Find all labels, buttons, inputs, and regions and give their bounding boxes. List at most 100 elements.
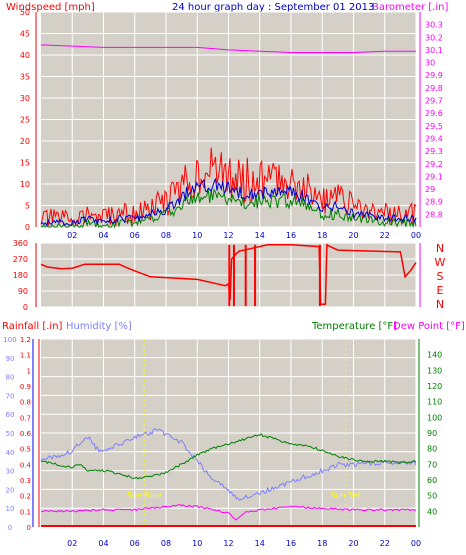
humidity-tick-label: 50: [6, 430, 15, 438]
x-tick-label: 12: [223, 231, 233, 240]
barometer-line: [40, 44, 416, 53]
rainfall-tick-label: 0: [27, 524, 31, 532]
x-tick-label: 02: [67, 539, 77, 548]
temperature-tick-label: 80: [427, 445, 437, 454]
rainfall-tick-label: 1.2: [20, 336, 31, 344]
rainfall-tick-label: 0.4: [20, 461, 32, 469]
x-tick-label: 18: [317, 231, 327, 240]
temperature-tick-label: 50: [427, 492, 437, 501]
barometer-tick-label: 29.4: [425, 134, 443, 143]
x-tick-label: 16: [286, 539, 296, 548]
barometer-tick-label: 30.1: [425, 46, 443, 55]
barometer-tick-label: 29.8: [425, 84, 443, 93]
x-tick-label: 16: [286, 231, 296, 240]
windspeed-tick-label: 5: [25, 202, 30, 211]
x-tick-label: 18: [317, 539, 327, 548]
humidity-tick-label: 90: [6, 355, 15, 363]
rainfall-tick-label: 0.7: [20, 414, 31, 422]
windspeed-tick-label: 45: [20, 30, 30, 39]
x-tick-label: 10: [192, 539, 202, 548]
direction-tick-label: 360: [13, 239, 28, 248]
windspeed-tick-label: 25: [20, 116, 30, 125]
x-tick-label: 04: [98, 539, 108, 548]
x-tick-label: 14: [255, 231, 265, 240]
x-tick-label: 04: [98, 231, 108, 240]
wind-direction-line: [40, 243, 417, 306]
temperature-ticks: 40 50 60 70 80 90 100 110 120 130 140: [427, 351, 442, 517]
windspeed-tick-label: 10: [20, 180, 30, 189]
rainfall-axis-title: Rainfall [.in]: [2, 321, 63, 332]
wind-gust-line: [40, 147, 417, 227]
temperature-tick-label: 130: [427, 366, 442, 375]
windspeed-tick-label: 20: [20, 137, 30, 146]
barometer-tick-label: 28.9: [425, 198, 443, 207]
x-tick-label: 00: [411, 231, 421, 240]
barometer-tick-label: 28.8: [425, 210, 443, 219]
rainfall-ticks: 0 0.1 0.2 0.3 0.4 0.5 0.6 0.7 0.8 0.9 1 1.1 1.2: [20, 336, 32, 532]
direction-tick-label: 270: [13, 255, 28, 264]
direction-tick-label: 0: [23, 303, 28, 312]
compass-label: E: [437, 284, 444, 297]
rainfall-tick-label: 1.1: [20, 352, 31, 360]
barometer-tick-label: 29: [425, 185, 435, 194]
sun-marker-label: Sun Set: [330, 491, 361, 500]
x-tick-label: 08: [161, 231, 171, 240]
barometer-axis-title: Barometer [.in]: [372, 2, 448, 13]
rainfall-tick-label: 0.1: [20, 508, 31, 516]
humidity-tick-label: 30: [6, 468, 15, 476]
rainfall-tick-label: 0.9: [20, 383, 31, 391]
barometer-tick-label: 29.1: [425, 172, 443, 181]
barometer-tick-label: 30.3: [425, 21, 443, 30]
direction-degree-ticks: 0 90 180 270 360: [13, 239, 28, 312]
temperature-tick-label: 60: [427, 476, 437, 485]
compass-label: W: [435, 256, 446, 269]
windspeed-tick-label: 0: [25, 223, 30, 232]
rainfall-tick-label: 0.8: [20, 399, 31, 407]
humidity-tick-label: 70: [6, 392, 15, 400]
x-tick-label: 22: [380, 231, 390, 240]
temperature-axis-title: Temperature [°F]: [311, 321, 397, 332]
barometer-tick-label: 30: [425, 59, 435, 68]
x-tick-label: 00: [411, 539, 421, 548]
x-tick-label: 08: [161, 539, 171, 548]
dewpoint-line: [40, 503, 417, 521]
barometer-tick-label: 30.2: [425, 33, 443, 42]
windspeed-axis-title: Windspeed [mph]: [6, 2, 95, 13]
temperature-tick-label: 120: [427, 382, 442, 391]
windspeed-ticks: 0 5 10 15 20 25 30 35 40 45 50: [20, 8, 30, 232]
barometer-tick-label: 29.2: [425, 160, 443, 169]
barometer-tick-label: 29.6: [425, 109, 443, 118]
temperature-tick-label: 70: [427, 460, 437, 469]
humidity-tick-label: 40: [6, 449, 15, 457]
x-tick-label: 06: [130, 231, 140, 240]
x-tick-label: 10: [192, 231, 202, 240]
compass-label: N: [436, 298, 444, 311]
temperature-line: [40, 433, 417, 480]
direction-tick-label: 90: [18, 287, 28, 296]
graph-title: 24 hour graph day : September 01 2013: [172, 2, 374, 13]
compass-label: S: [437, 270, 444, 283]
x-tick-label: 06: [130, 539, 140, 548]
temperature-tick-label: 40: [427, 507, 437, 516]
wind-barometer-panel: Windspeed [mph] 24 hour graph day : Sept…: [6, 2, 448, 240]
humidity-tick-label: 10: [6, 505, 15, 513]
wind-x-ticks: 02 04 06 08 10 12 14 16 18 20 22 00: [67, 231, 421, 240]
rainfall-tick-label: 1: [27, 367, 31, 375]
dewpoint-axis-title: Dew Point [°F]: [393, 321, 465, 332]
humidity-tick-label: 80: [6, 374, 15, 382]
barometer-tick-label: 29.3: [425, 147, 443, 156]
rainfall-tick-label: 0.3: [20, 477, 31, 485]
x-tick-label: 20: [348, 539, 358, 548]
sun-annotations: Sun Rise Sun Set: [127, 339, 361, 527]
x-tick-label: 12: [223, 539, 233, 548]
compass-label: N: [436, 242, 444, 255]
humidity-axis-title: Humidity [%]: [66, 321, 132, 332]
windspeed-tick-label: 50: [20, 8, 30, 17]
x-tick-label: 14: [255, 539, 265, 548]
temp-series: [40, 428, 417, 527]
humidity-tick-label: 0: [8, 524, 12, 532]
